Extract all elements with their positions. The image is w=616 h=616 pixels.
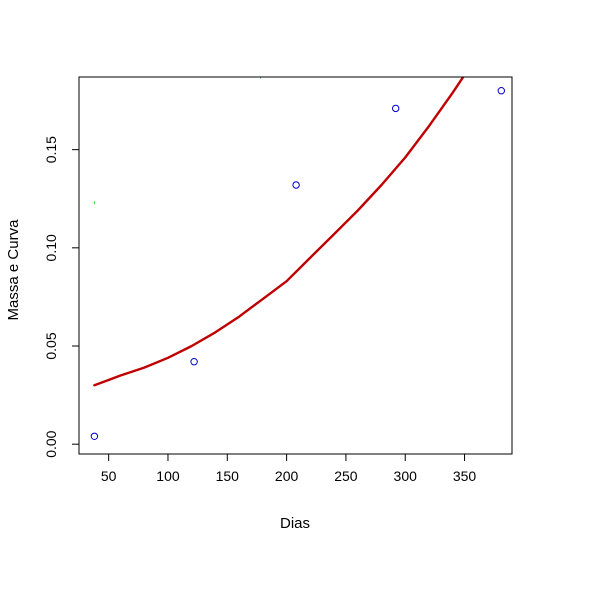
y-axis-title: Massa e Curva [5, 219, 22, 321]
x-tick-label-100: 100 [156, 468, 180, 484]
data-point-2 [190, 358, 198, 366]
data-point-4 [392, 104, 400, 113]
data-point-3 [292, 181, 300, 189]
x-tick-label-250: 250 [334, 468, 358, 484]
x-tick-label-350: 350 [453, 468, 477, 484]
y-tick-label-0.05: 0.05 [43, 332, 59, 359]
x-axis-title: Dias [280, 515, 310, 532]
data-point-5 [497, 87, 505, 95]
data-point-1 [90, 432, 99, 440]
x-tick-label-300: 300 [394, 468, 418, 484]
x-tick-label-150: 150 [216, 468, 240, 484]
y-tick-label-0.00: 0.00 [43, 430, 59, 457]
x-tick-label-50: 50 [101, 468, 117, 484]
axes: 50 100 150 200 250 300 350 0.00 0.05 0.10 0.15 [43, 76, 513, 484]
y-tick-label-0.10: 0.10 [43, 234, 59, 261]
plot-contents [90, 77, 505, 440]
plot-area [90, 77, 505, 440]
fitted-curve-line [93, 77, 465, 387]
x-tick-label-200: 200 [275, 468, 299, 484]
y-tick-label-0.15: 0.15 [43, 136, 59, 163]
